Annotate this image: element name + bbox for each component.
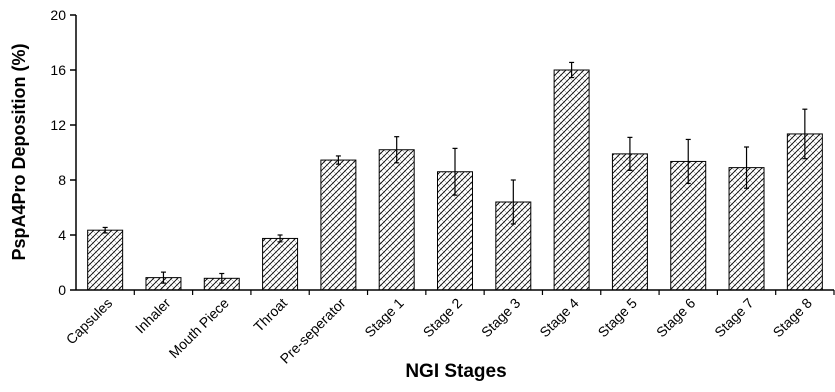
x-tick-label: Inhaler xyxy=(132,295,174,337)
x-tick-label: Stage 7 xyxy=(711,295,757,341)
bar xyxy=(378,149,415,291)
error-bar xyxy=(335,155,341,165)
y-tick-label: 16 xyxy=(50,62,66,78)
error-bars-group xyxy=(102,61,808,284)
y-tick-label: 4 xyxy=(58,227,66,243)
error-bar xyxy=(802,108,808,160)
error-bar xyxy=(160,271,166,284)
y-tick-label: 0 xyxy=(58,282,66,298)
error-bar xyxy=(452,147,458,196)
x-tick-label: Throat xyxy=(250,295,290,335)
y-tick-label: 20 xyxy=(50,7,66,23)
bar xyxy=(87,229,124,291)
error-bar xyxy=(744,146,750,189)
error-bar xyxy=(569,61,575,79)
error-bar xyxy=(394,136,400,164)
bar xyxy=(553,69,590,291)
x-axis-title: NGI Stages xyxy=(405,361,506,382)
bar xyxy=(262,237,299,291)
x-tick-label: Stage 8 xyxy=(770,295,816,341)
x-tick-label: Stage 1 xyxy=(361,295,407,341)
y-tick-label: 8 xyxy=(58,172,66,188)
error-bar xyxy=(219,272,225,284)
bar xyxy=(320,159,357,291)
error-bar xyxy=(102,226,108,234)
error-bar xyxy=(685,138,691,185)
error-bar xyxy=(277,234,283,243)
y-axis-title: PspA4Pro Deposition (%) xyxy=(9,43,29,260)
x-tick-label: Stage 5 xyxy=(595,295,641,341)
x-tick-label: Mouth Piece xyxy=(166,295,232,361)
error-bar xyxy=(510,179,516,225)
y-tick-label: 12 xyxy=(50,117,66,133)
x-tick-label: Capsules xyxy=(63,295,116,348)
y-ticks-group: 0 4 8 12 16 20 xyxy=(50,7,76,298)
x-tick-label: Stage 4 xyxy=(536,295,582,341)
x-tick-label: Stage 3 xyxy=(478,295,524,341)
bar xyxy=(611,153,648,291)
error-bar xyxy=(627,136,633,171)
x-tick-label: Stage 6 xyxy=(653,295,699,341)
x-tick-label: Stage 2 xyxy=(420,295,466,341)
